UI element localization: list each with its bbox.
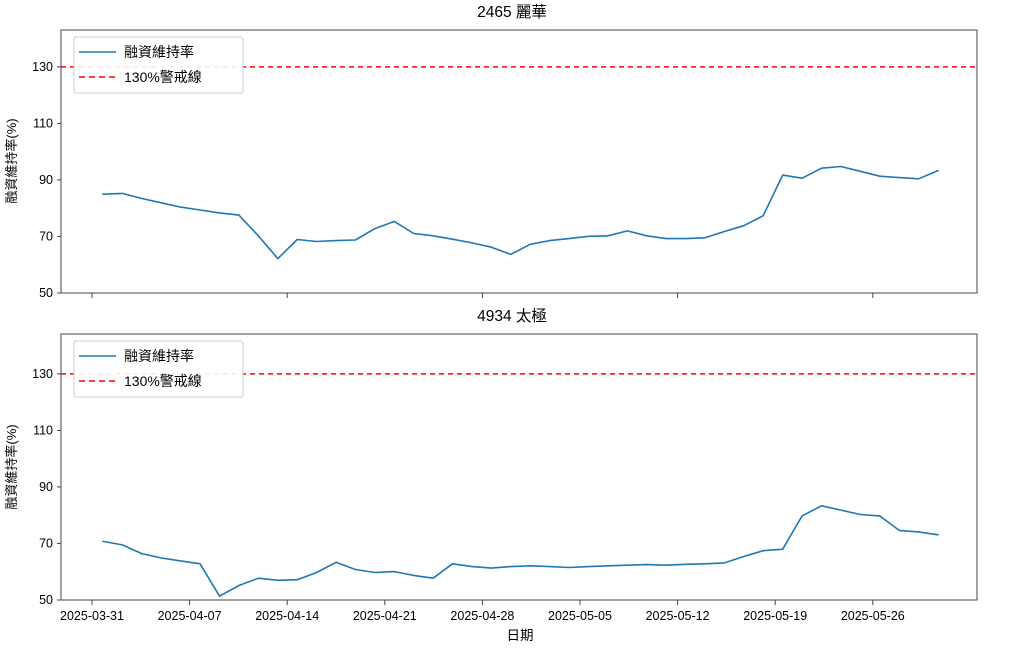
svg-text:70: 70 [39,536,53,550]
svg-text:融資維持率: 融資維持率 [124,348,194,364]
svg-text:2025-04-07: 2025-04-07 [158,609,222,623]
svg-text:2025-05-26: 2025-05-26 [841,609,905,623]
svg-text:70: 70 [39,229,53,243]
svg-text:90: 90 [39,480,53,494]
svg-text:2025-05-12: 2025-05-12 [646,609,710,623]
svg-text:110: 110 [33,116,53,130]
svg-text:2025-03-31: 2025-03-31 [60,609,124,623]
svg-text:2025-04-21: 2025-04-21 [353,609,417,623]
svg-text:融資維持率(%): 融資維持率(%) [4,118,19,203]
svg-text:110: 110 [33,423,53,437]
svg-text:融資維持率(%): 融資維持率(%) [4,424,19,509]
svg-text:4934 太極: 4934 太極 [477,307,547,325]
svg-text:50: 50 [39,593,53,607]
svg-text:130%警戒線: 130%警戒線 [124,69,202,85]
svg-text:2025-04-14: 2025-04-14 [255,609,319,623]
svg-text:130: 130 [32,60,53,74]
svg-text:2025-05-19: 2025-05-19 [743,609,807,623]
svg-text:90: 90 [39,173,53,187]
svg-text:50: 50 [39,286,53,300]
svg-text:2465 麗華: 2465 麗華 [477,3,547,21]
svg-text:2025-05-05: 2025-05-05 [548,609,612,623]
svg-text:130%警戒線: 130%警戒線 [124,373,202,389]
svg-text:日期: 日期 [507,628,534,643]
svg-text:2025-04-28: 2025-04-28 [450,609,514,623]
svg-text:融資維持率: 融資維持率 [124,44,194,60]
svg-text:130: 130 [32,367,53,381]
